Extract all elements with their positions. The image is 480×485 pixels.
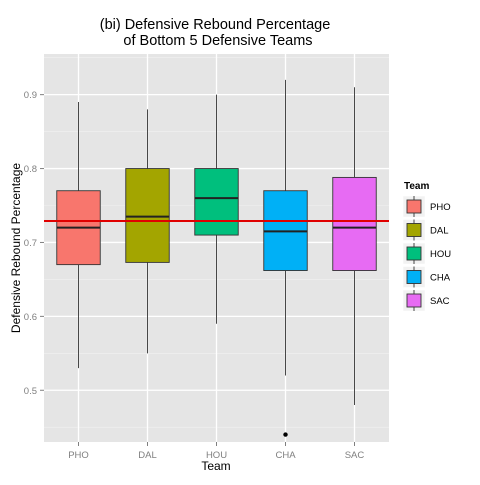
legend-item-hou: HOU [402, 242, 451, 265]
x-axis-title: Team [201, 459, 230, 473]
y-tick-label: 0.6 [24, 312, 37, 323]
legend-label: HOU [430, 249, 451, 260]
legend-label: SAC [430, 296, 450, 307]
y-tick-label: 0.8 [24, 164, 37, 175]
legend-key-swatch [406, 270, 422, 284]
legend-items: PHO DAL HOU CHA SAC [402, 195, 451, 312]
chart-title: (bi) Defensive Rebound Percentage [100, 17, 331, 33]
box-iqr [125, 168, 170, 263]
box-cha [263, 79, 308, 437]
chart-subtitle: of Bottom 5 Defensive Teams [123, 33, 312, 49]
legend-item-sac: SAC [402, 289, 450, 312]
legend-key-swatch [406, 293, 422, 308]
legend-label: CHA [430, 273, 451, 284]
x-tick-label: HOU [206, 450, 227, 461]
x-tick-label: PHO [68, 450, 89, 461]
y-axis-title: Defensive Rebound Percentage [9, 163, 23, 333]
x-axis: PHO DAL HOU CHA SAC [68, 442, 364, 461]
box-hou [194, 94, 239, 324]
x-tick-label: SAC [345, 450, 365, 461]
box-iqr [194, 168, 239, 236]
box-pho [56, 102, 101, 369]
legend-item-pho: PHO [402, 195, 451, 218]
box-sac [332, 87, 377, 406]
legend-label: DAL [430, 226, 448, 237]
legend-key-swatch [406, 246, 422, 261]
y-axis: 0.5 0.6 0.7 0.8 0.9 [24, 90, 44, 397]
legend-item-dal: DAL [402, 219, 448, 241]
legend-label: PHO [430, 202, 451, 213]
y-tick-label: 0.9 [24, 90, 37, 101]
legend-key-swatch [406, 223, 422, 237]
legend-title: Team [404, 181, 429, 192]
outlier-point [283, 432, 288, 437]
x-tick-label: CHA [275, 450, 296, 461]
box-dal [125, 109, 170, 354]
box-series [56, 79, 377, 437]
box-iqr [332, 176, 377, 271]
legend-key-swatch [406, 199, 422, 214]
y-tick-label: 0.5 [24, 386, 37, 397]
x-tick-label: DAL [138, 450, 156, 461]
y-tick-label: 0.7 [24, 238, 37, 249]
legend: Team PHO DAL HOU CHA SAC [402, 181, 451, 312]
legend-item-cha: CHA [402, 266, 451, 288]
